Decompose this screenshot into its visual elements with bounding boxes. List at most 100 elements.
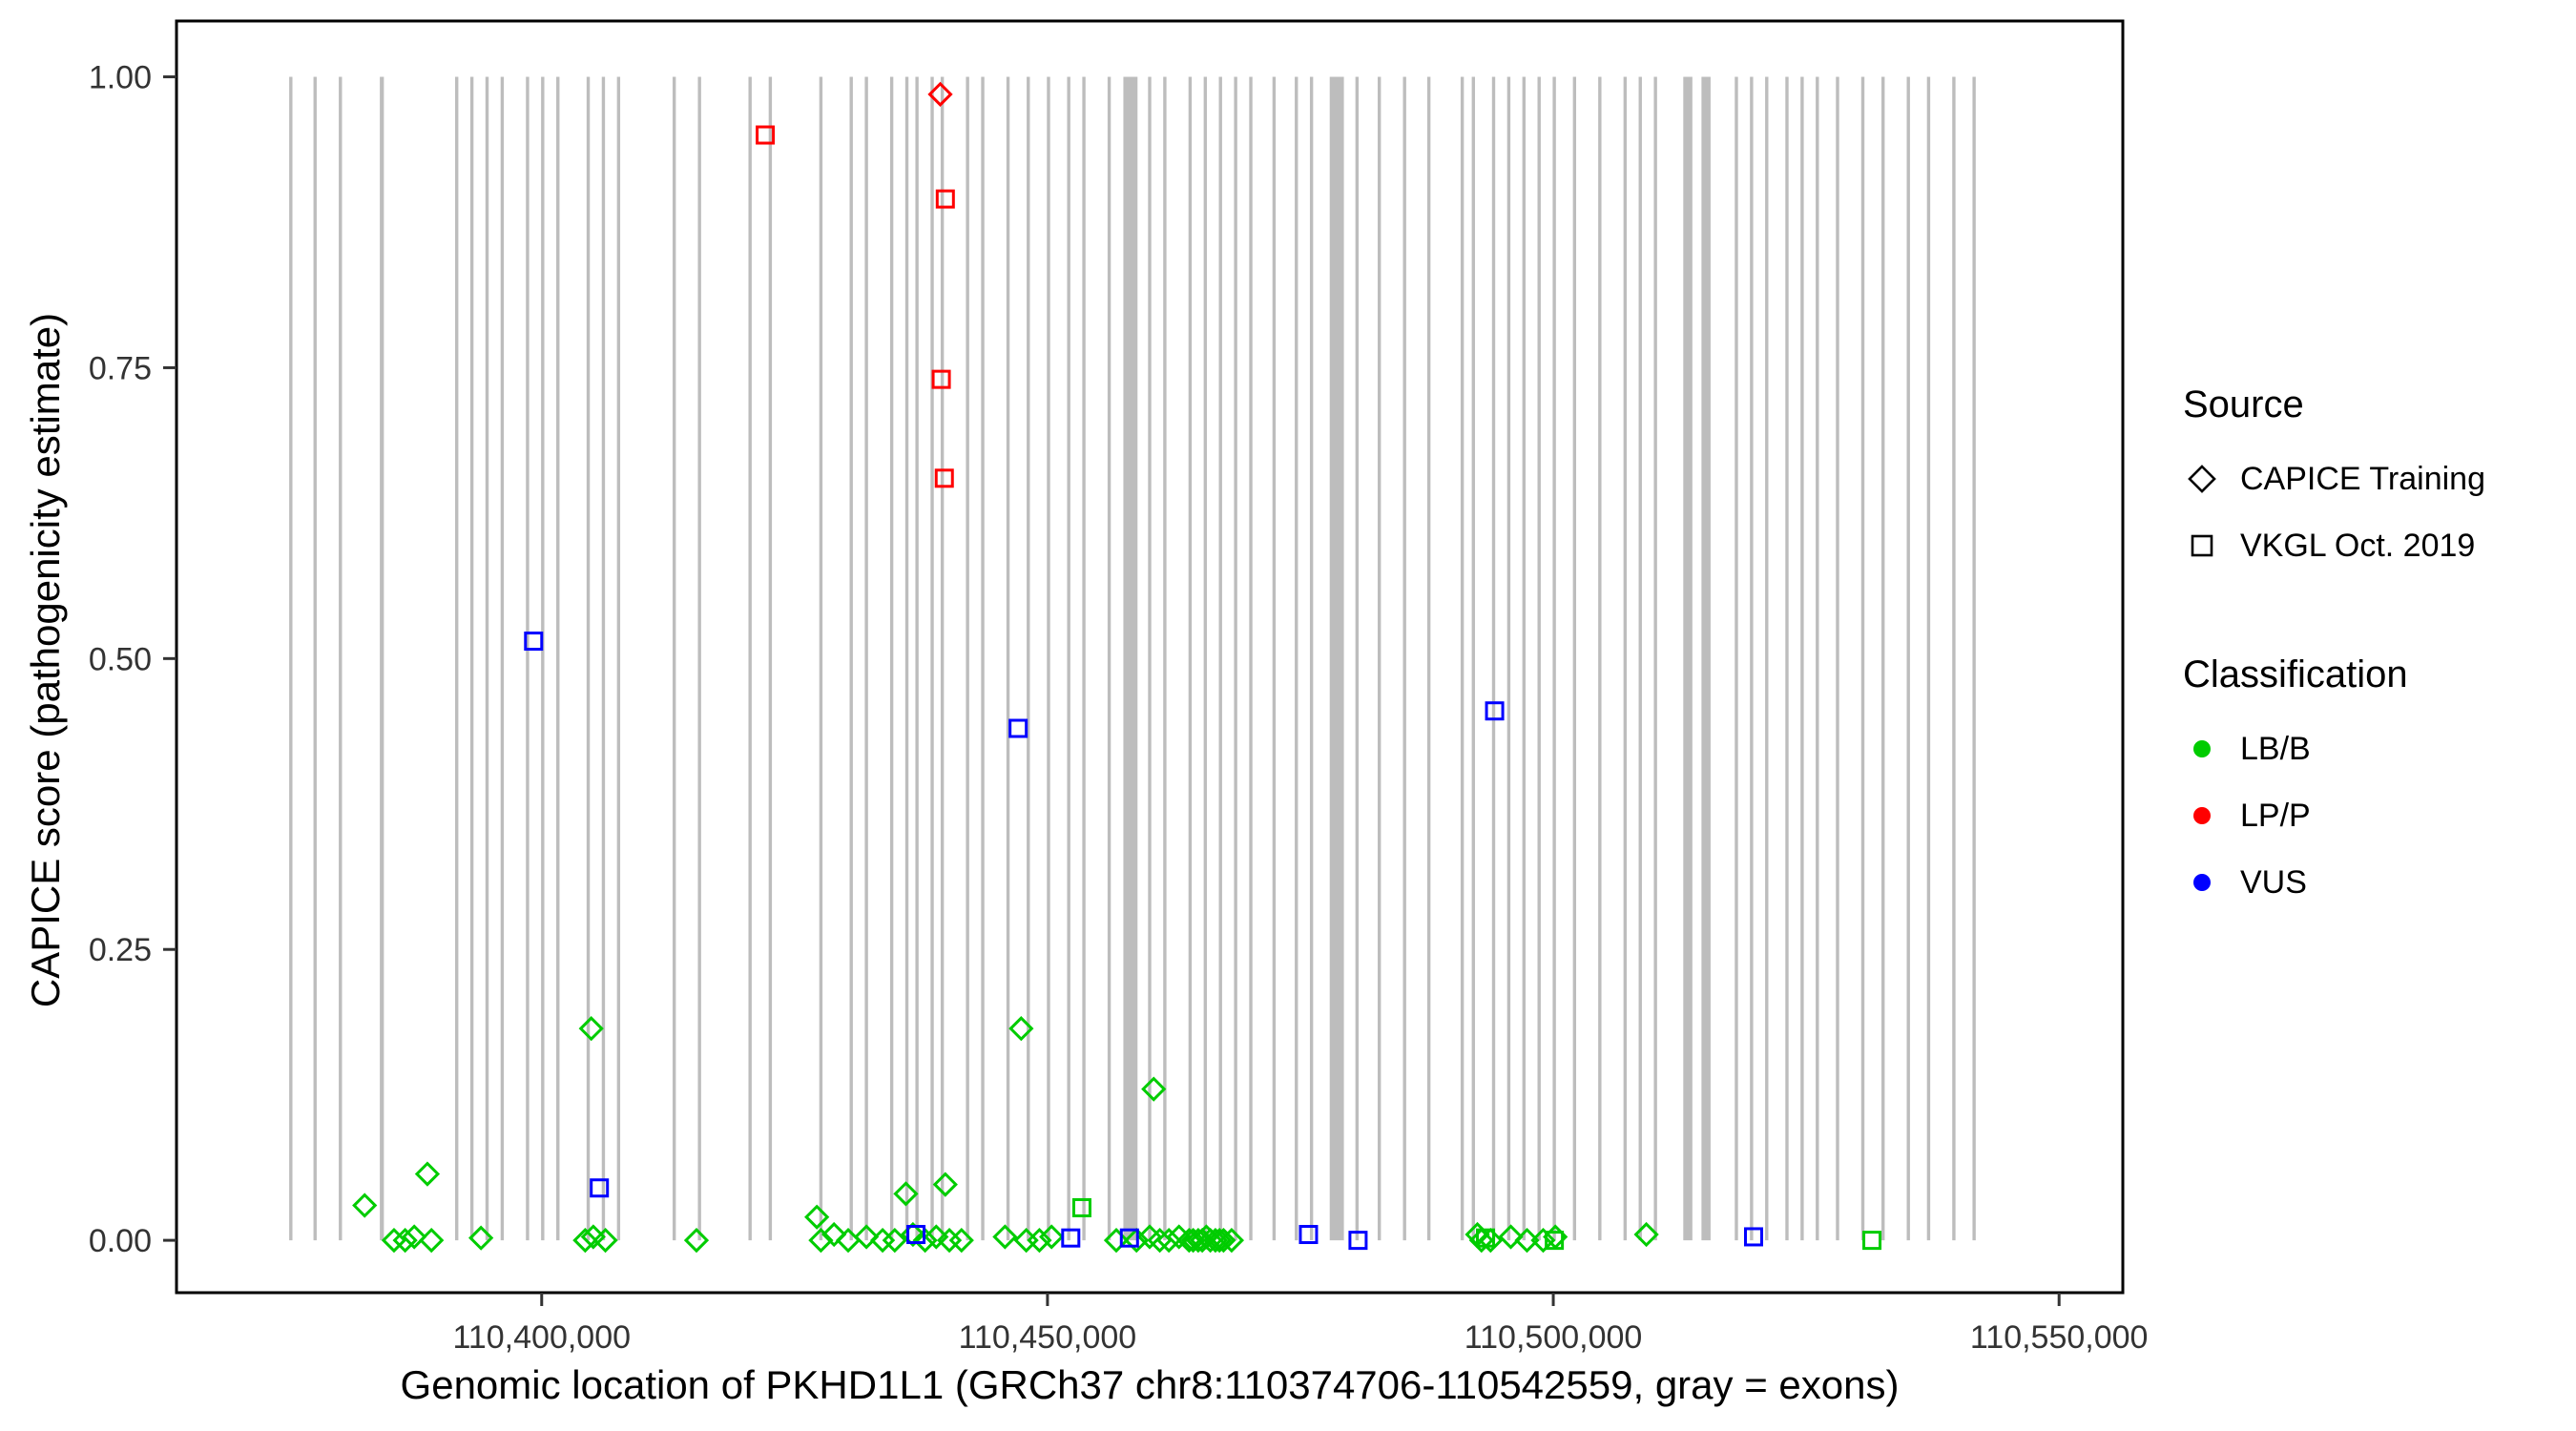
y-tick-label: 0.75 [89,350,152,386]
exon-marker [1972,76,1976,1241]
legend-item-lbb: LB/B [2183,716,2485,782]
exon-marker [485,76,489,1241]
exon-marker [1860,76,1865,1241]
data-point-square [1071,1197,1091,1217]
data-point-square [1008,718,1028,738]
data-point-diamond [1027,1227,1052,1254]
exon-marker [1785,76,1789,1241]
exon-marker [1426,76,1431,1241]
exon-marker [601,76,606,1241]
data-point-diamond [1141,1076,1167,1102]
exon-marker [1377,76,1381,1241]
exon-marker [313,76,317,1241]
data-point-square [935,189,955,209]
legend-source-section: Source CAPICE Training VKGL Oct. 2019 [2183,384,2485,579]
exon-marker [1765,76,1769,1241]
exon-marker [1471,76,1475,1241]
data-point-diamond [948,1227,974,1254]
blue-dot-icon [2183,863,2221,902]
exon-marker [1107,76,1111,1241]
legend-item-label: VKGL Oct. 2019 [2240,527,2476,564]
exon-marker [768,76,773,1241]
data-point-diamond [932,1172,958,1197]
exon-marker [1148,76,1152,1241]
data-point-diamond [804,1204,830,1230]
exon-marker [1123,76,1138,1241]
exon-marker [1047,76,1050,1241]
exon-marker [1272,76,1277,1241]
data-point-square [1545,1231,1565,1251]
exon-marker [1800,76,1804,1241]
exon-marker [1701,76,1711,1241]
y-tick-label: 1.00 [89,60,152,96]
data-point-diamond [468,1225,494,1251]
data-point-square [1862,1231,1882,1251]
exon-marker [819,76,823,1241]
exon-marker [697,76,701,1241]
exon-marker [1188,76,1193,1241]
exon-marker [1460,76,1465,1241]
exon-marker [1522,76,1527,1241]
exon-marker [1082,76,1086,1241]
exon-marker [748,76,752,1241]
exon-marker [1027,76,1030,1241]
data-point-square [1485,701,1505,721]
exon-marker [1329,76,1344,1241]
data-point-diamond [419,1227,445,1254]
exon-marker [339,76,343,1241]
exon-marker [1683,76,1693,1241]
legend-item-lpp: LP/P [2183,782,2485,849]
legend-item-vus: VUS [2183,849,2485,916]
data-point-square [906,1225,926,1245]
exon-marker [1816,76,1819,1241]
data-point-diamond [1478,1227,1504,1254]
exon-marker [1506,76,1511,1241]
exon-marker [1537,76,1541,1241]
plot-panel-border [175,19,2125,1295]
legend-item-capice-training: CAPICE Training [2183,446,2485,512]
legend-source-title: Source [2183,384,2304,425]
data-point-diamond [924,1224,949,1250]
exon-marker [940,76,945,1241]
exon-marker [1750,76,1754,1241]
exon-marker [586,76,591,1241]
data-point-square [590,1178,610,1198]
data-point-diamond [821,1221,847,1248]
data-point-diamond [1039,1224,1065,1250]
data-point-diamond [1013,1227,1039,1254]
square-icon [2183,527,2221,565]
data-point-diamond [572,1227,598,1254]
exon-marker [1234,76,1237,1241]
data-point-diamond [1008,1016,1034,1042]
data-point-diamond [683,1227,710,1254]
exon-marker [1598,76,1602,1241]
exon-marker [1249,76,1253,1241]
exon-marker [380,76,384,1241]
exon-marker [864,76,868,1241]
exon-marker [849,76,853,1241]
exon-marker [1836,76,1839,1241]
exon-marker [1163,76,1167,1241]
data-point-diamond [1514,1227,1540,1254]
exon-marker [556,76,560,1241]
exon-marker [1295,76,1298,1241]
data-point-square [1743,1227,1763,1247]
legend-classification-section: Classification LB/B LP/P [2183,653,2485,916]
data-point-square [1119,1228,1139,1248]
exon-marker [1203,76,1208,1241]
exon-marker [1735,76,1738,1241]
x-tick-label: 110,550,000 [1970,1319,2149,1356]
x-axis-title: Genomic location of PKHD1L1 (GRCh37 chr8… [400,1362,1900,1407]
data-point-diamond [381,1227,407,1254]
data-point-diamond [1530,1227,1556,1254]
exon-marker [1355,76,1360,1241]
data-point-diamond [1211,1227,1236,1254]
exon-marker [1926,76,1931,1241]
exon-marker [1623,76,1628,1241]
exon-marker [469,76,474,1241]
exon-marker [1402,76,1406,1241]
green-dot-icon [2183,730,2221,768]
data-point-diamond [1498,1224,1524,1250]
x-tick-label: 110,500,000 [1465,1319,1643,1356]
